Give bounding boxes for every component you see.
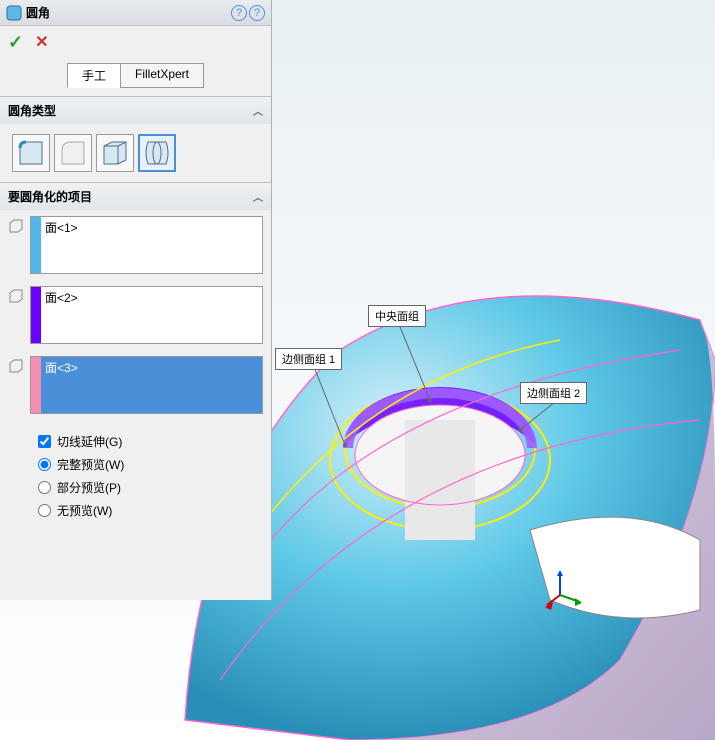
color-bar-1 [31,217,41,273]
help-icon[interactable]: ? [249,5,265,21]
face-list-3[interactable]: 面<3> [30,356,263,414]
no-preview-label: 无预览(W) [57,502,112,519]
help-new-icon[interactable]: ? [231,5,247,21]
face-set-icon [8,218,24,234]
tangent-checkbox[interactable] [38,435,51,448]
section-title-type: 圆角类型 [8,102,56,119]
action-row: ✓ ✕ [0,26,271,59]
mode-tabs: 手工 FilletXpert [0,59,271,96]
section-header-items[interactable]: 要圆角化的项目 ︿ [0,183,271,210]
fillet-type-constant[interactable] [12,134,50,172]
hole-bore-wall [405,420,475,540]
tab-manual[interactable]: 手工 [67,63,120,88]
fillet-feature-icon [6,5,22,21]
face-set-2: 面<2> [0,280,271,350]
partial-preview-label: 部分预览(P) [57,479,121,496]
full-preview-radio[interactable] [38,458,51,471]
ok-button[interactable]: ✓ [8,32,23,53]
section-title-items: 要圆角化的项目 [8,188,92,205]
options-block: 切线延伸(G) 完整预览(W) 部分预览(P) 无预览(W) [0,420,271,532]
panel-title: 圆角 [26,4,227,21]
chevron-up-icon: ︿ [253,189,263,204]
tangent-label: 切线延伸(G) [57,433,122,450]
view-triad[interactable] [545,570,585,610]
callout-side-face-2[interactable]: 边侧面组 2 [520,382,587,404]
cancel-button[interactable]: ✕ [35,32,48,53]
fillet-type-full-round[interactable] [138,134,176,172]
face-list-1[interactable]: 面<1> [30,216,263,274]
face-set-1: 面<1> [0,210,271,280]
option-tangent-propagation[interactable]: 切线延伸(G) [38,430,233,453]
fillet-type-face[interactable] [96,134,134,172]
face-set-3: 面<3> [0,350,271,420]
partial-preview-radio[interactable] [38,481,51,494]
color-bar-3 [31,357,41,413]
face-entry-2[interactable]: 面<2> [41,287,262,343]
section-items: 要圆角化的项目 ︿ 面<1> 面<2> [0,182,271,532]
face-entry-3[interactable]: 面<3> [41,357,262,413]
callout-side-face-1[interactable]: 边侧面组 1 [275,348,342,370]
color-bar-2 [31,287,41,343]
section-header-type[interactable]: 圆角类型 ︿ [0,97,271,124]
full-preview-label: 完整预览(W) [57,456,124,473]
section-fillet-type: 圆角类型 ︿ [0,96,271,182]
face-set-icon [8,288,24,304]
tab-filletxpert[interactable]: FilletXpert [120,63,204,88]
property-panel: 圆角 ? ? ✓ ✕ 手工 FilletXpert 圆角类型 ︿ [0,0,272,600]
fillet-type-variable[interactable] [54,134,92,172]
no-preview-radio[interactable] [38,504,51,517]
callout-center-face[interactable]: 中央面组 [368,305,426,327]
option-no-preview[interactable]: 无预览(W) [38,499,233,522]
option-full-preview[interactable]: 完整预览(W) [38,453,233,476]
panel-header: 圆角 ? ? [0,0,271,26]
chevron-up-icon: ︿ [253,103,263,118]
face-list-2[interactable]: 面<2> [30,286,263,344]
option-partial-preview[interactable]: 部分预览(P) [38,476,233,499]
face-set-icon [8,358,24,374]
face-entry-1[interactable]: 面<1> [41,217,262,273]
